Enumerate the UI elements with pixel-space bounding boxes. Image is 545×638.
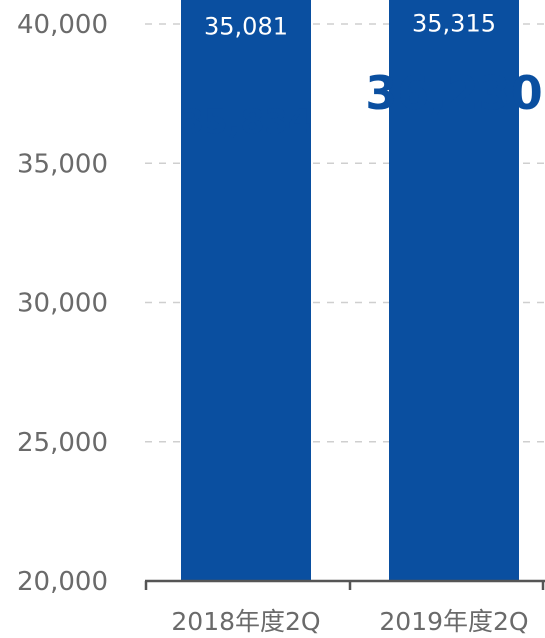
total-value-label: 35,834: [180, 102, 311, 142]
x-axis-tick-labels: 2018年度2Q 2019年度2Q: [171, 607, 528, 636]
gridlines: [145, 23, 545, 443]
segment-value-label: 35,315: [412, 9, 496, 37]
x-tick-label: 2018年度2Q: [171, 607, 320, 636]
bar-segment-base: [181, 0, 311, 581]
segment-value-label: 35,081: [204, 13, 288, 41]
y-axis-tick-labels: 20,000 25,000 30,000 35,000 40,000: [17, 10, 108, 597]
x-axis: [144, 579, 545, 590]
x-tick-label: 2019年度2Q: [379, 607, 528, 636]
y-tick-label: 25,000: [17, 428, 108, 458]
total-value-label: 36,230: [365, 66, 543, 120]
y-tick-label: 30,000: [17, 289, 108, 319]
y-tick-label: 20,000: [17, 567, 108, 597]
y-tick-label: 40,000: [17, 10, 108, 40]
y-tick-label: 35,000: [17, 149, 108, 179]
bar-segment-base: [389, 0, 519, 581]
